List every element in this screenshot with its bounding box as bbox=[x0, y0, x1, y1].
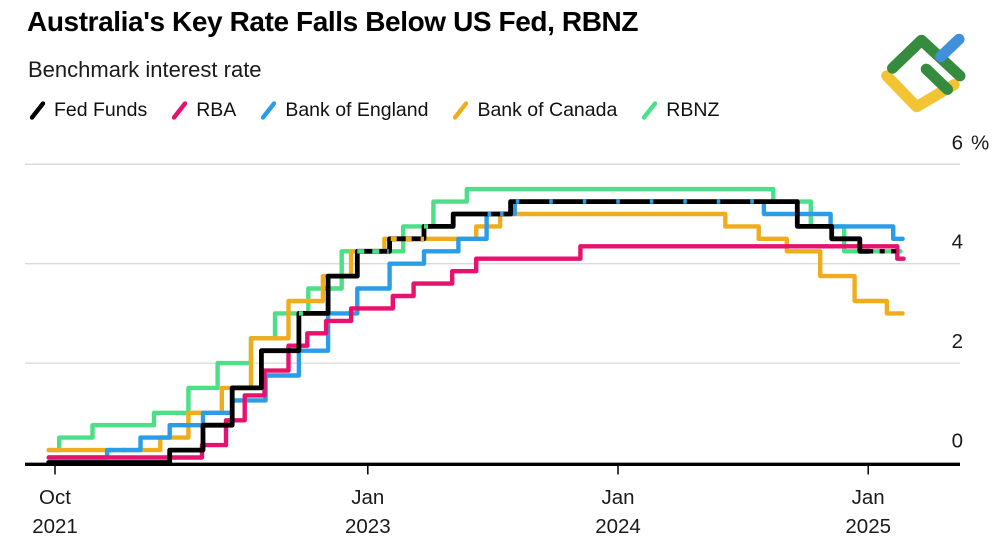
legend-label: RBA bbox=[196, 99, 237, 121]
legend-slash-icon bbox=[29, 101, 46, 120]
legend-slash-icon bbox=[642, 101, 658, 120]
legend-label: Bank of England bbox=[285, 99, 429, 121]
legend-item-rba: RBA bbox=[170, 99, 236, 122]
legend-item-fed-funds: Fed Funds bbox=[28, 99, 147, 122]
x-axis-label-month: Jan bbox=[852, 486, 885, 509]
legend-label: RBNZ bbox=[666, 99, 720, 121]
legend-label: Bank of Canada bbox=[477, 99, 618, 121]
logo-green-inner-stroke bbox=[920, 63, 953, 95]
y-axis-label-6: 6 bbox=[952, 131, 963, 154]
x-axis-label-year: 2024 bbox=[595, 515, 641, 538]
x-axis-label-month: Oct bbox=[39, 486, 71, 509]
y-axis-label-2: 2 bbox=[952, 330, 963, 353]
x-axis-label-month: Jan bbox=[351, 486, 384, 509]
legend-item-rbnz: RBNZ bbox=[640, 99, 719, 122]
y-axis-label-4: 4 bbox=[952, 231, 963, 254]
litefinance-logo bbox=[881, 33, 966, 113]
y-axis-label-0: 0 bbox=[952, 430, 963, 453]
chart-subtitle: Benchmark interest rate bbox=[28, 57, 262, 82]
logo-green-peak bbox=[886, 34, 966, 82]
y-axis-unit: % bbox=[971, 131, 989, 154]
series-rba-line bbox=[46, 244, 906, 460]
chart-legend: Fed Funds RBA Bank of England Bank of Canad… bbox=[28, 99, 719, 122]
x-axis-label-year: 2025 bbox=[845, 515, 891, 538]
logo-blue-tip bbox=[935, 33, 965, 63]
x-axis-label-year: 2023 bbox=[345, 515, 391, 538]
series-bank-of-canada-line bbox=[46, 211, 905, 453]
legend-slash-icon bbox=[453, 101, 469, 120]
legend-slash-icon bbox=[172, 101, 188, 120]
legend-item-bank-of-canada: Bank of Canada bbox=[451, 99, 617, 122]
legend-label: Fed Funds bbox=[54, 99, 148, 121]
legend-item-bank-of-england: Bank of England bbox=[259, 99, 428, 122]
x-axis-label-year: 2021 bbox=[32, 515, 78, 538]
page-title: Australia's Key Rate Falls Below US Fed,… bbox=[27, 6, 639, 37]
x-axis-label-month: Jan bbox=[601, 486, 634, 509]
logo-yellow-check bbox=[881, 70, 960, 113]
legend-slash-icon bbox=[261, 101, 277, 120]
